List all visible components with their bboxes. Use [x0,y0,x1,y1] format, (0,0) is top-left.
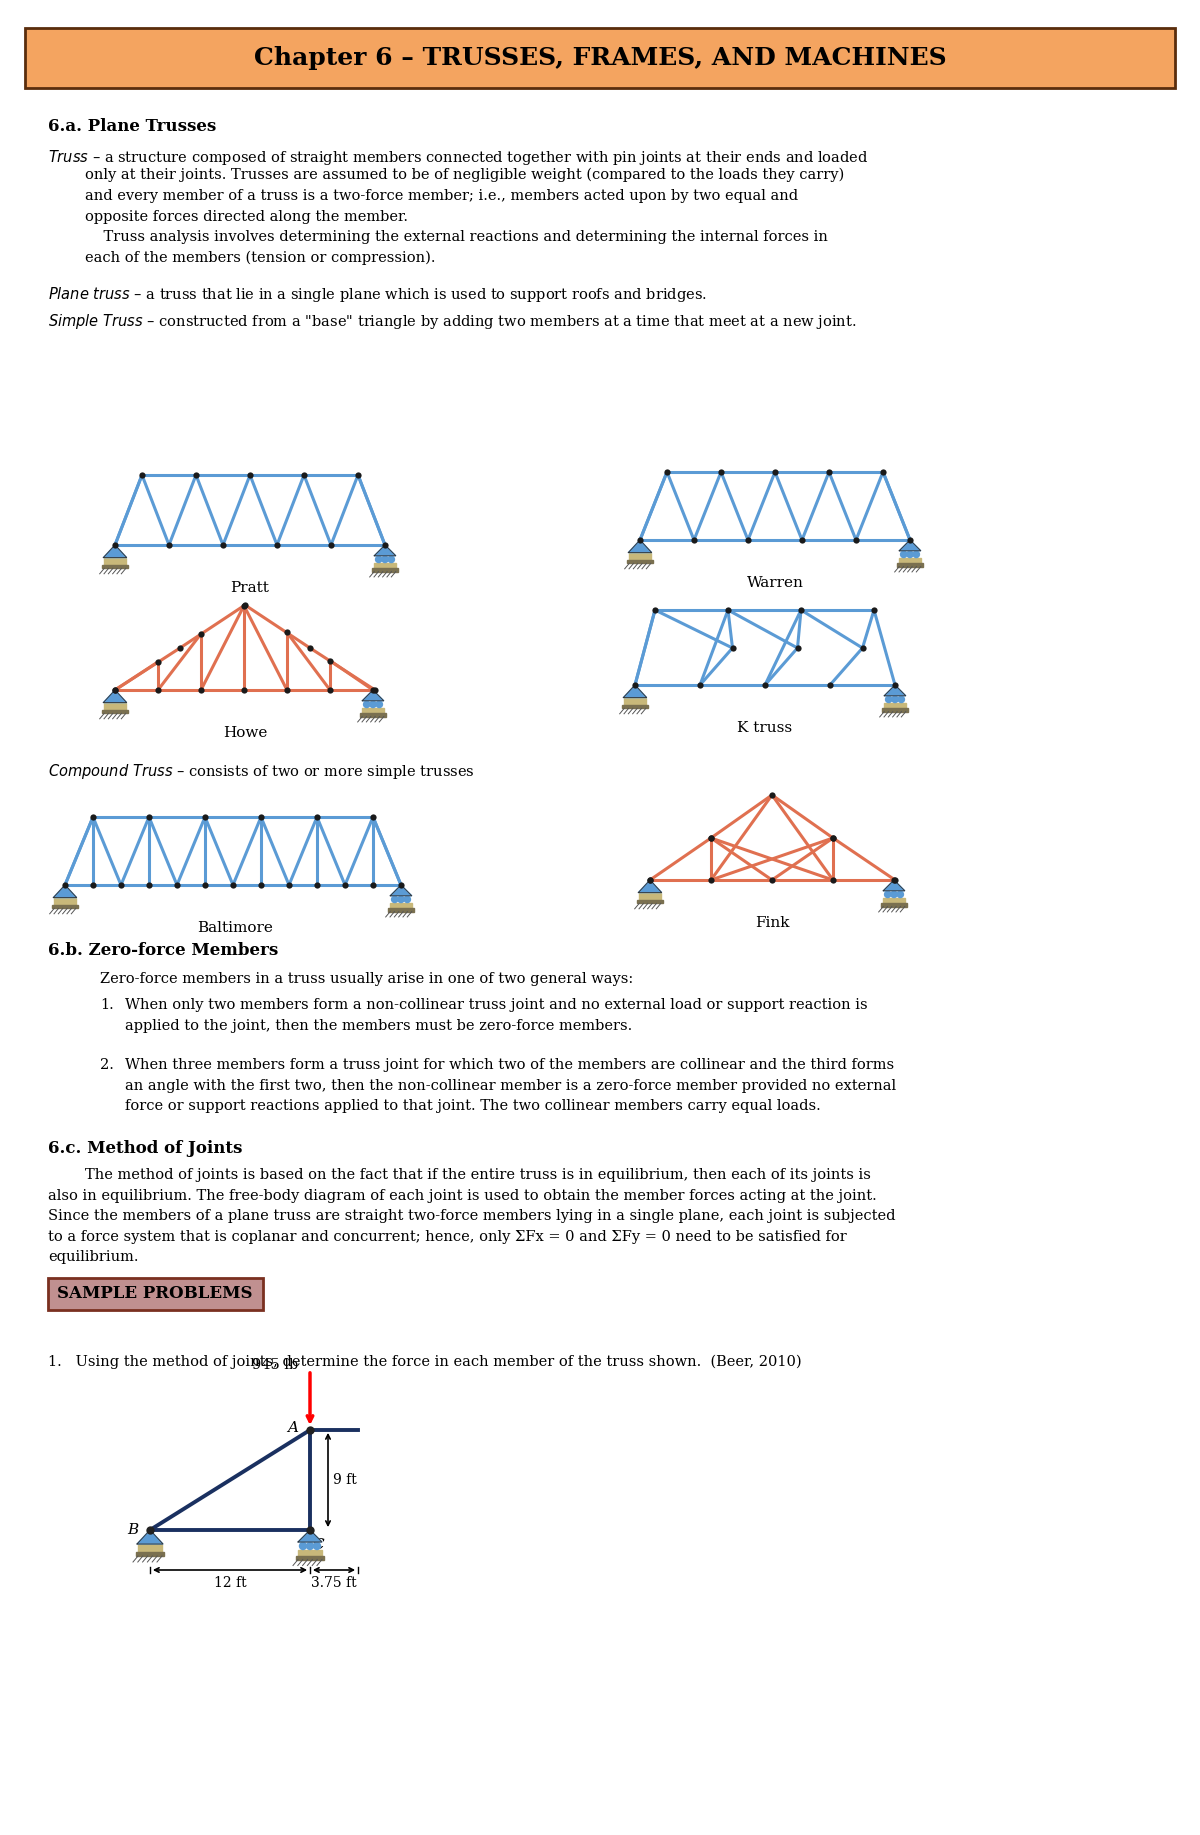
Text: The method of joints is based on the fact that if the entire truss is in equilib: The method of joints is based on the fac… [48,1169,895,1264]
Text: When only two members form a non-collinear truss joint and no external load or s: When only two members form a non-colline… [125,998,868,1033]
Bar [102,710,128,714]
Text: Howe: Howe [223,727,268,740]
Text: 6.b. Zero-force Members: 6.b. Zero-force Members [48,941,278,960]
Circle shape [898,695,905,703]
Circle shape [892,695,898,703]
Text: $\mathit{Compound\ Truss}$ – consists of two or more simple trusses: $\mathit{Compound\ Truss}$ – consists of… [48,762,475,782]
Text: $\mathit{Simple\ Truss}$ – constructed from a "base" triangle by adding two memb: $\mathit{Simple\ Truss}$ – constructed f… [48,312,857,330]
Bar [628,560,653,563]
Text: SAMPLE PROBLEMS: SAMPLE PROBLEMS [58,1286,253,1303]
Bar [390,903,412,908]
Polygon shape [883,881,905,890]
Text: 3.75 ft: 3.75 ft [311,1576,356,1589]
Polygon shape [899,539,920,550]
Polygon shape [298,1530,322,1541]
Bar [624,697,646,705]
Text: 6.a. Plane Trusses: 6.a. Plane Trusses [48,117,216,136]
Text: only at their joints. Trusses are assumed to be of negligible weight (compared t: only at their joints. Trusses are assume… [48,169,845,266]
FancyBboxPatch shape [25,28,1175,88]
Polygon shape [103,690,127,703]
Polygon shape [362,690,384,701]
Circle shape [900,550,907,558]
Polygon shape [137,1530,163,1543]
Text: C: C [312,1538,324,1552]
Circle shape [300,1543,306,1549]
Circle shape [398,895,404,903]
Polygon shape [374,545,396,556]
Text: When three members form a truss joint for which two of the members are collinear: When three members form a truss joint fo… [125,1059,896,1114]
Bar [372,569,398,571]
Bar [138,1543,162,1552]
Text: $\mathit{Truss}$ – a structure composed of straight members connected together w: $\mathit{Truss}$ – a structure composed … [48,149,869,167]
Bar [883,897,905,903]
Text: $\mathit{Plane\ truss}$ – a truss that lie in a single plane which is used to su: $\mathit{Plane\ truss}$ – a truss that l… [48,284,707,305]
Circle shape [913,550,919,558]
Text: Fink: Fink [755,916,790,930]
Bar [360,714,386,716]
Polygon shape [390,884,412,895]
Text: 945 lb: 945 lb [252,1358,298,1373]
Circle shape [376,701,383,708]
FancyBboxPatch shape [48,1277,263,1310]
Bar [623,705,648,708]
Text: B: B [127,1523,138,1538]
Bar [884,703,906,708]
Bar [898,563,923,567]
Bar [389,908,414,912]
Bar [104,558,126,565]
Circle shape [370,701,376,708]
Circle shape [313,1543,320,1549]
Circle shape [890,892,898,897]
Text: Chapter 6 – TRUSSES, FRAMES, AND MACHINES: Chapter 6 – TRUSSES, FRAMES, AND MACHINE… [253,46,947,70]
Circle shape [364,701,370,708]
Polygon shape [638,881,661,892]
Circle shape [404,895,410,903]
Circle shape [306,1543,313,1549]
Bar [298,1549,322,1556]
Text: 1.   Using the method of joints, determine the force in each member of the truss: 1. Using the method of joints, determine… [48,1354,802,1369]
Text: 1.: 1. [100,998,114,1011]
Circle shape [907,550,913,558]
Polygon shape [884,684,906,695]
Circle shape [388,556,395,563]
Bar [882,708,908,712]
Circle shape [884,892,890,897]
Circle shape [898,892,904,897]
Bar [362,708,384,714]
Text: A: A [287,1420,298,1435]
Bar [374,563,396,569]
Text: 2.: 2. [100,1059,114,1072]
Bar [104,703,126,710]
Bar [899,558,920,563]
Circle shape [382,556,388,563]
Circle shape [376,556,382,563]
Circle shape [886,695,892,703]
Bar [881,903,907,906]
Bar [629,552,650,560]
Text: 6.c. Method of Joints: 6.c. Method of Joints [48,1140,242,1158]
Bar [637,899,662,903]
Bar [102,565,128,569]
Bar [136,1552,164,1556]
Bar [54,897,76,905]
Text: K truss: K truss [738,721,792,736]
Polygon shape [53,884,77,897]
Bar [296,1556,324,1560]
Circle shape [391,895,398,903]
Text: Warren: Warren [746,576,804,591]
Bar [640,892,661,899]
Bar [53,905,78,908]
Text: Baltimore: Baltimore [197,921,272,936]
Polygon shape [629,539,652,552]
Text: Pratt: Pratt [230,582,270,595]
Text: 12 ft: 12 ft [214,1576,246,1589]
Polygon shape [623,684,647,697]
Text: 9 ft: 9 ft [334,1474,356,1486]
Polygon shape [103,545,127,558]
Text: Zero-force members in a truss usually arise in one of two general ways:: Zero-force members in a truss usually ar… [100,973,634,985]
